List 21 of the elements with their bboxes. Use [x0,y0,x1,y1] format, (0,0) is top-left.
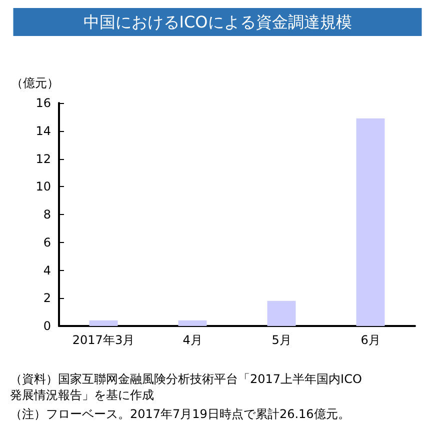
y-tick-label: 16 [36,96,51,110]
y-tick-label: 0 [43,319,51,333]
text: （資料）国家互聯网金融風険分析技術平台「2017上半年国内ICO発展情況報告」を基に作成 [10,372,362,402]
y-tick-label: 8 [43,208,51,222]
bar [356,118,385,326]
y-tick-label: 14 [36,124,51,138]
bar [89,320,118,326]
y-tick-label: 12 [36,152,51,166]
x-tick-label: 4月 [182,333,202,347]
y-tick-label: 2 [43,291,51,306]
text: （注）フローベース。2017年7月19日時点で累計26.16億元。 [10,407,350,421]
x-tick-label: 5月 [272,333,292,347]
bar [267,300,296,326]
y-axis-title: （億元） [11,76,59,90]
x-tick-label: 2017年3月 [72,333,135,347]
y-tick-label: 10 [36,180,51,194]
y-tick-label: 6 [43,235,51,250]
chart-title: 中国におけるICOによる資金調達規模 [83,12,352,32]
bar [178,320,207,326]
y-tick-label: 4 [43,263,51,278]
x-tick-label: 6月 [360,333,380,347]
